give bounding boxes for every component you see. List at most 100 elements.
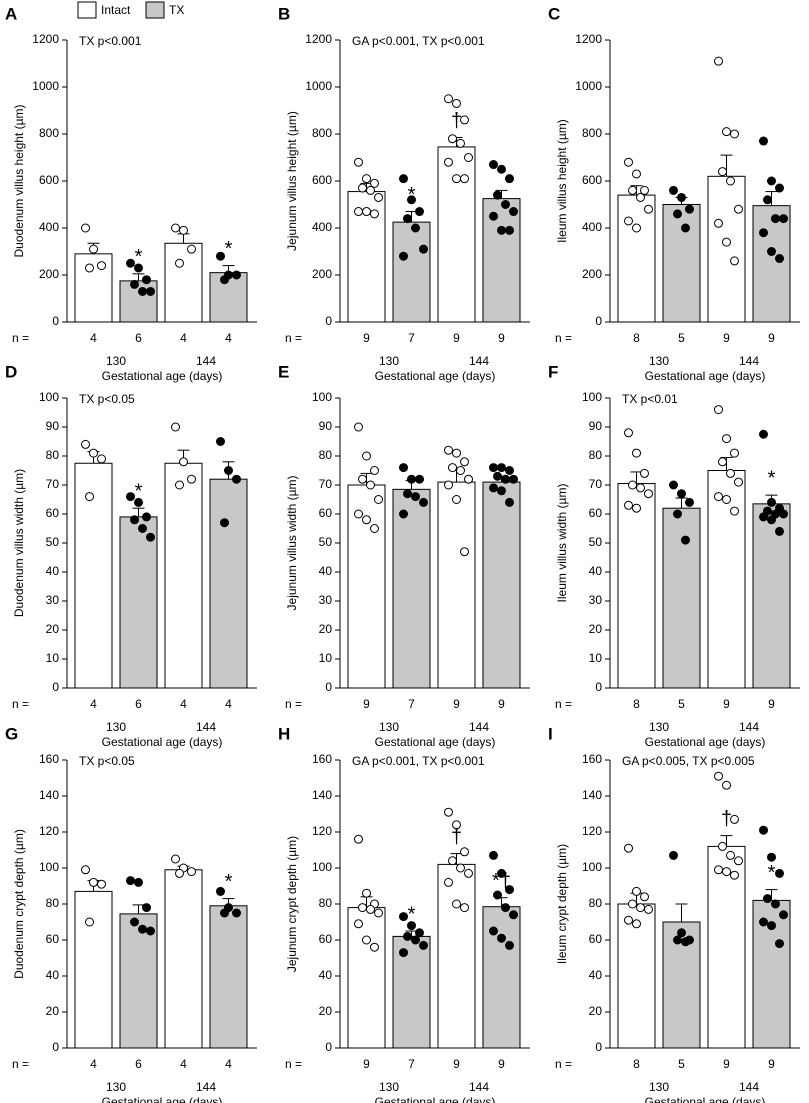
- data-point: [636, 903, 645, 913]
- y-tick-label: 40: [589, 564, 603, 578]
- group-label: 130: [379, 1080, 399, 1094]
- data-point: [505, 940, 514, 950]
- group-label: 144: [469, 354, 489, 368]
- y-tick-label: 60: [46, 932, 60, 946]
- significance-marker: *: [768, 467, 776, 489]
- data-point: [505, 497, 514, 507]
- data-point: [81, 865, 90, 875]
- x-axis-label: Gestational age (days): [645, 735, 766, 749]
- n-value: 5: [678, 1057, 685, 1071]
- data-point: [636, 192, 645, 202]
- data-point: [354, 509, 363, 519]
- group-label: 130: [649, 354, 669, 368]
- bar: [707, 470, 746, 689]
- data-point: [759, 825, 768, 835]
- y-tick-label: 800: [312, 126, 332, 140]
- panel-letter: A: [5, 4, 17, 23]
- data-point: [126, 492, 135, 502]
- y-tick-label: 80: [46, 448, 60, 462]
- bar: [74, 462, 113, 689]
- bar: [119, 913, 158, 1049]
- data-point: [370, 209, 379, 219]
- y-axis-label: Duodenum villus width (µm): [12, 469, 26, 617]
- panel-letter: C: [548, 4, 560, 23]
- data-point: [730, 506, 739, 516]
- bar: [662, 507, 701, 689]
- data-point: [456, 863, 465, 873]
- data-point: [644, 204, 653, 214]
- data-point: [734, 477, 743, 487]
- data-point: [419, 244, 428, 254]
- y-axis-label: Ileum villus width (µm): [555, 484, 569, 603]
- data-point: [399, 463, 408, 473]
- n-label: n =: [555, 331, 572, 345]
- x-axis-label: Gestational age (days): [102, 369, 223, 383]
- data-point: [685, 204, 694, 214]
- n-value: 4: [225, 1057, 232, 1071]
- panel-letter: E: [278, 362, 289, 381]
- data-point: [497, 164, 506, 174]
- data-point: [187, 474, 196, 484]
- significance-marker: *†: [492, 870, 511, 892]
- group-label: 144: [469, 720, 489, 734]
- y-tick-label: 70: [319, 477, 333, 491]
- data-point: [759, 228, 768, 238]
- data-point: [767, 176, 776, 186]
- y-tick-label: 1200: [32, 32, 59, 46]
- y-tick-label: 80: [589, 896, 603, 910]
- bar: [209, 478, 248, 689]
- n-value: 4: [90, 697, 97, 711]
- data-point: [220, 518, 229, 528]
- legend-swatch: [77, 1, 97, 19]
- n-value: 4: [180, 1057, 187, 1071]
- data-point: [89, 244, 98, 254]
- y-tick-label: 0: [52, 680, 59, 694]
- n-value: 4: [225, 331, 232, 345]
- data-point: [411, 935, 420, 945]
- bar: [74, 890, 113, 1049]
- data-point: [681, 937, 690, 947]
- data-point: [415, 928, 424, 938]
- data-point: [452, 495, 461, 504]
- data-point: [767, 852, 776, 862]
- panel-letter: H: [278, 724, 290, 743]
- data-point: [730, 448, 739, 458]
- y-tick-label: 20: [319, 1004, 333, 1018]
- data-point: [216, 251, 225, 261]
- data-point: [718, 457, 727, 467]
- data-point: [146, 926, 155, 936]
- y-tick-label: 140: [39, 788, 59, 802]
- data-point: [673, 935, 682, 945]
- legend-label: Intact: [101, 3, 131, 17]
- data-point: [464, 153, 473, 162]
- y-axis-label: Duodenum crypt depth (µm): [12, 829, 26, 979]
- group-label: 130: [379, 354, 399, 368]
- data-point: [362, 451, 371, 461]
- data-point: [415, 207, 424, 217]
- y-tick-label: 60: [46, 506, 60, 520]
- data-point: [370, 178, 379, 188]
- group-label: 144: [739, 1080, 759, 1094]
- data-point: [81, 439, 90, 449]
- bar: [347, 907, 386, 1049]
- y-tick-label: 20: [589, 1004, 603, 1018]
- n-value: 9: [453, 1057, 460, 1071]
- data-point: [669, 480, 678, 490]
- annotation: TX p<0.05: [79, 392, 135, 406]
- n-value: 7: [408, 697, 415, 711]
- annotation: GA p<0.001, TX p<0.001: [352, 34, 485, 48]
- data-point: [97, 454, 106, 464]
- x-axis-label: Gestational age (days): [102, 735, 223, 749]
- data-point: [187, 867, 196, 877]
- annotation: GA p<0.005, TX p<0.005: [622, 754, 755, 768]
- significance-marker: *: [225, 238, 233, 260]
- n-value: 7: [408, 1057, 415, 1071]
- y-tick-label: 100: [312, 390, 332, 404]
- data-point: [171, 223, 180, 233]
- data-point: [501, 200, 510, 209]
- data-point: [179, 457, 188, 467]
- y-tick-label: 70: [589, 477, 603, 491]
- y-tick-label: 400: [582, 220, 602, 234]
- group-label: 144: [739, 720, 759, 734]
- data-point: [456, 466, 465, 475]
